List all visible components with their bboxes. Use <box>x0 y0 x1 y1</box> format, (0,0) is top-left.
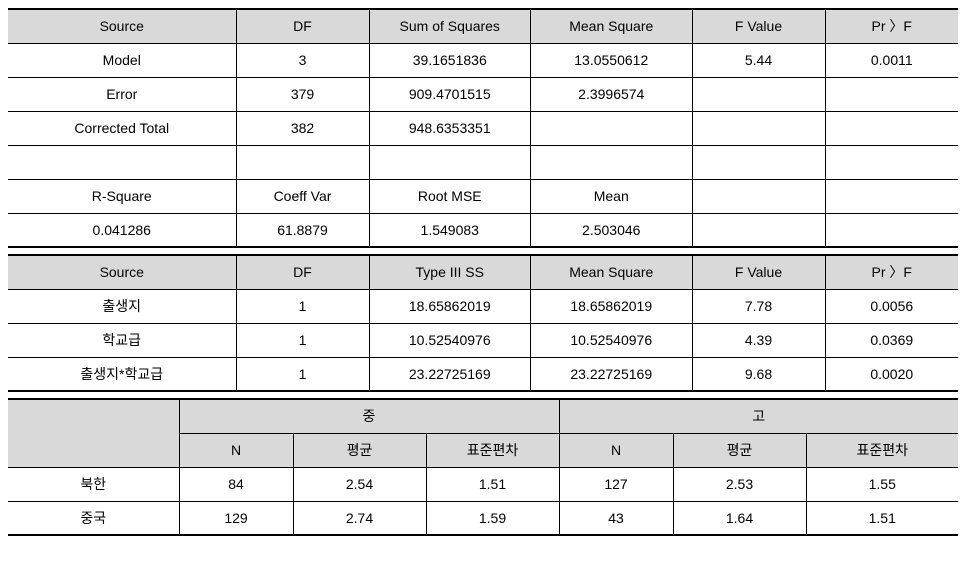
summary-row-label: 중국 <box>8 501 179 535</box>
anova-cell <box>692 77 825 111</box>
anova-header: Source <box>8 9 236 43</box>
summary-group-header: 중 <box>179 399 559 433</box>
anova-cell: 2.3996574 <box>531 77 693 111</box>
type3-cell: 18.65862019 <box>531 289 693 323</box>
empty-cell <box>531 145 693 179</box>
type3-cell: 0.0056 <box>825 289 958 323</box>
fit-header: Mean <box>531 179 693 213</box>
empty-cell <box>692 145 825 179</box>
summary-cell: 2.54 <box>293 467 426 501</box>
fit-value <box>692 213 825 247</box>
anova-header: Mean Square <box>531 9 693 43</box>
summary-cell: 1.55 <box>806 467 958 501</box>
summary-table: 중 고 N 평균 표준편차 N 평균 표준편차 북한 84 2.54 1.51 … <box>8 398 958 536</box>
type3-cell: 출생지 <box>8 289 236 323</box>
type3-cell: 출생지*학교급 <box>8 357 236 391</box>
type3-cell: 23.22725169 <box>369 357 531 391</box>
summary-cell: 127 <box>559 467 673 501</box>
anova-table: Source DF Sum of Squares Mean Square F V… <box>8 8 958 248</box>
type3-header: DF <box>236 255 369 289</box>
summary-cell: 2.53 <box>673 467 806 501</box>
summary-sub-header: 평균 <box>673 433 806 467</box>
anova-cell: 948.6353351 <box>369 111 531 145</box>
anova-header: F Value <box>692 9 825 43</box>
fit-value: 61.8879 <box>236 213 369 247</box>
anova-cell: 909.4701515 <box>369 77 531 111</box>
type3-header: Type III SS <box>369 255 531 289</box>
type3-header: F Value <box>692 255 825 289</box>
anova-header: Pr 〉F <box>825 9 958 43</box>
anova-cell: Corrected Total <box>8 111 236 145</box>
type3-cell: 9.68 <box>692 357 825 391</box>
empty-cell <box>369 145 531 179</box>
anova-cell: 5.44 <box>692 43 825 77</box>
empty-cell <box>825 145 958 179</box>
type3-cell: 10.52540976 <box>369 323 531 357</box>
fit-value: 0.041286 <box>8 213 236 247</box>
type3-cell: 0.0020 <box>825 357 958 391</box>
anova-cell <box>531 111 693 145</box>
summary-cell: 1.59 <box>426 501 559 535</box>
summary-sub-header: 표준편차 <box>426 433 559 467</box>
summary-cell: 43 <box>559 501 673 535</box>
anova-header: DF <box>236 9 369 43</box>
anova-header: Sum of Squares <box>369 9 531 43</box>
summary-cell: 129 <box>179 501 293 535</box>
empty-cell <box>236 145 369 179</box>
summary-corner <box>8 399 179 467</box>
type3-header: Source <box>8 255 236 289</box>
summary-cell: 1.64 <box>673 501 806 535</box>
summary-cell: 1.51 <box>806 501 958 535</box>
fit-header: Root MSE <box>369 179 531 213</box>
summary-cell: 84 <box>179 467 293 501</box>
fit-value: 2.503046 <box>531 213 693 247</box>
summary-row-label: 북한 <box>8 467 179 501</box>
anova-cell: Error <box>8 77 236 111</box>
anova-cell <box>825 111 958 145</box>
type3-cell: 10.52540976 <box>531 323 693 357</box>
summary-sub-header: 평균 <box>293 433 426 467</box>
type3-header: Mean Square <box>531 255 693 289</box>
anova-cell: 0.0011 <box>825 43 958 77</box>
summary-cell: 2.74 <box>293 501 426 535</box>
empty-cell <box>8 145 236 179</box>
anova-cell: 382 <box>236 111 369 145</box>
type3-cell: 4.39 <box>692 323 825 357</box>
fit-header: R-Square <box>8 179 236 213</box>
summary-sub-header: 표준편차 <box>806 433 958 467</box>
type3-cell: 0.0369 <box>825 323 958 357</box>
summary-sub-header: N <box>179 433 293 467</box>
type3-cell: 1 <box>236 323 369 357</box>
type3-cell: 학교급 <box>8 323 236 357</box>
anova-cell: 13.0550612 <box>531 43 693 77</box>
anova-cell <box>825 77 958 111</box>
summary-group-header: 고 <box>559 399 958 433</box>
type3-cell: 23.22725169 <box>531 357 693 391</box>
type3-cell: 18.65862019 <box>369 289 531 323</box>
summary-sub-header: N <box>559 433 673 467</box>
summary-cell: 1.51 <box>426 467 559 501</box>
type3-cell: 7.78 <box>692 289 825 323</box>
fit-header <box>825 179 958 213</box>
fit-value <box>825 213 958 247</box>
anova-cell: 379 <box>236 77 369 111</box>
fit-value: 1.549083 <box>369 213 531 247</box>
anova-cell: 3 <box>236 43 369 77</box>
type3-cell: 1 <box>236 357 369 391</box>
anova-cell: 39.1651836 <box>369 43 531 77</box>
fit-header <box>692 179 825 213</box>
type3-table: Source DF Type III SS Mean Square F Valu… <box>8 254 958 392</box>
type3-header: Pr 〉F <box>825 255 958 289</box>
anova-cell: Model <box>8 43 236 77</box>
fit-header: Coeff Var <box>236 179 369 213</box>
anova-cell <box>692 111 825 145</box>
type3-cell: 1 <box>236 289 369 323</box>
